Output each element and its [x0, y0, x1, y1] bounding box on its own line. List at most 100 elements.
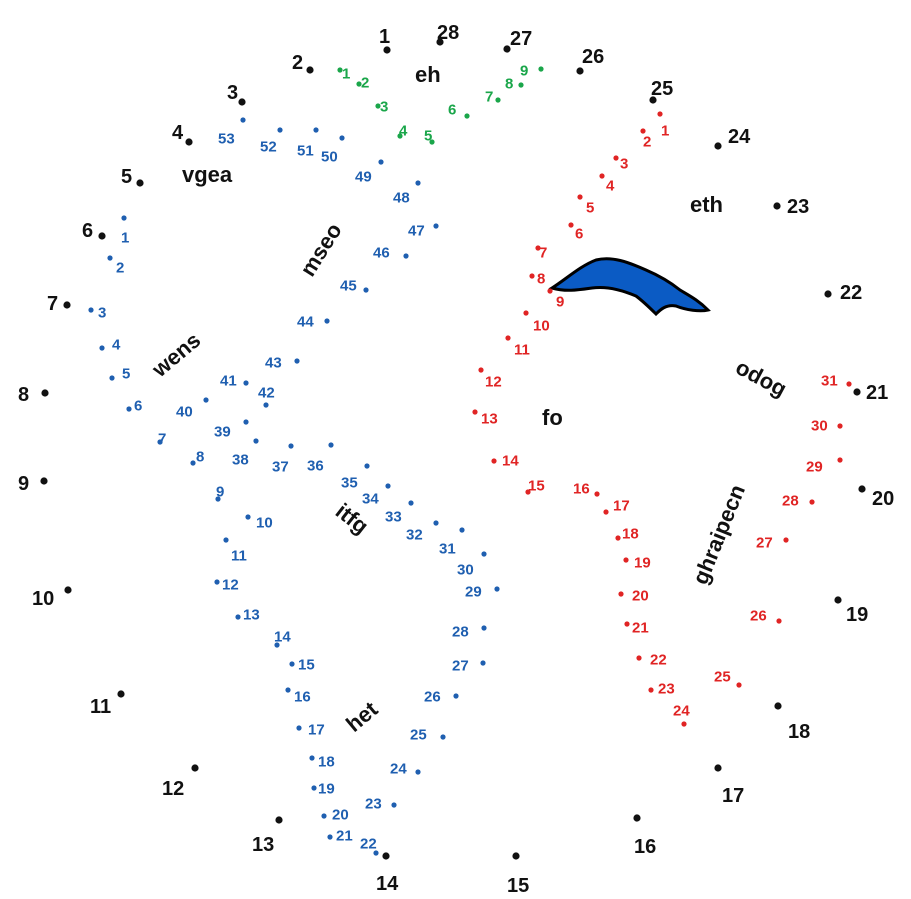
blue-dot-51[interactable] — [313, 127, 319, 133]
red-dot-4[interactable] — [599, 173, 605, 179]
blue-dot-6[interactable] — [126, 406, 132, 412]
black-dot-5[interactable] — [136, 179, 144, 187]
black-dot-28[interactable] — [436, 38, 444, 46]
green-dot-2[interactable] — [356, 81, 362, 87]
black-dot-10[interactable] — [64, 586, 72, 594]
blue-dot-39[interactable] — [243, 419, 249, 425]
blue-dot-14[interactable] — [274, 642, 280, 648]
black-dot-20[interactable] — [858, 485, 866, 493]
black-dot-11[interactable] — [117, 690, 125, 698]
red-dot-8[interactable] — [529, 273, 535, 279]
blue-dot-34[interactable] — [385, 483, 391, 489]
red-dot-2[interactable] — [640, 128, 646, 134]
black-dot-6[interactable] — [98, 232, 106, 240]
blue-dot-22[interactable] — [373, 850, 379, 856]
blue-dot-2[interactable] — [107, 255, 113, 261]
blue-dot-24[interactable] — [415, 769, 421, 775]
black-dot-13[interactable] — [275, 816, 283, 824]
black-dot-27[interactable] — [503, 45, 511, 53]
black-dot-2[interactable] — [306, 66, 314, 74]
red-dot-14[interactable] — [491, 458, 497, 464]
blue-dot-53[interactable] — [240, 117, 246, 123]
blue-dot-37[interactable] — [288, 443, 294, 449]
blue-dot-15[interactable] — [289, 661, 295, 667]
blue-dot-31[interactable] — [459, 527, 465, 533]
green-dot-3[interactable] — [375, 103, 381, 109]
black-dot-4[interactable] — [185, 138, 193, 146]
blue-dot-41[interactable] — [243, 380, 249, 386]
blue-dot-28[interactable] — [481, 625, 487, 631]
black-dot-21[interactable] — [853, 388, 861, 396]
red-dot-10[interactable] — [523, 310, 529, 316]
red-dot-24[interactable] — [681, 721, 687, 727]
black-dot-14[interactable] — [382, 852, 390, 860]
blue-dot-12[interactable] — [214, 579, 220, 585]
blue-dot-13[interactable] — [235, 614, 241, 620]
black-dot-19[interactable] — [834, 596, 842, 604]
green-dot-1[interactable] — [337, 67, 343, 73]
red-dot-29[interactable] — [837, 457, 843, 463]
blue-dot-25[interactable] — [440, 734, 446, 740]
black-dot-15[interactable] — [512, 852, 520, 860]
black-dot-18[interactable] — [774, 702, 782, 710]
black-dot-12[interactable] — [191, 764, 199, 772]
blue-dot-3[interactable] — [88, 307, 94, 313]
red-dot-27[interactable] — [783, 537, 789, 543]
red-dot-22[interactable] — [636, 655, 642, 661]
green-dot-6[interactable] — [464, 113, 470, 119]
red-dot-20[interactable] — [618, 591, 624, 597]
blue-dot-10[interactable] — [245, 514, 251, 520]
green-dot-5[interactable] — [429, 139, 435, 145]
black-dot-26[interactable] — [576, 67, 584, 75]
black-dot-25[interactable] — [649, 96, 657, 104]
blue-dot-46[interactable] — [403, 253, 409, 259]
green-dot-7[interactable] — [495, 97, 501, 103]
blue-dot-17[interactable] — [296, 725, 302, 731]
red-dot-15[interactable] — [525, 489, 531, 495]
blue-dot-48[interactable] — [415, 180, 421, 186]
blue-dot-16[interactable] — [285, 687, 291, 693]
blue-dot-35[interactable] — [364, 463, 370, 469]
red-dot-31[interactable] — [846, 381, 852, 387]
blue-dot-27[interactable] — [480, 660, 486, 666]
black-dot-8[interactable] — [41, 389, 49, 397]
red-dot-28[interactable] — [809, 499, 815, 505]
blue-dot-43[interactable] — [294, 358, 300, 364]
red-dot-12[interactable] — [478, 367, 484, 373]
black-dot-22[interactable] — [824, 290, 832, 298]
blue-dot-26[interactable] — [453, 693, 459, 699]
green-dot-8[interactable] — [518, 82, 524, 88]
blue-dot-45[interactable] — [363, 287, 369, 293]
red-dot-21[interactable] — [624, 621, 630, 627]
red-dot-17[interactable] — [603, 509, 609, 515]
black-dot-17[interactable] — [714, 764, 722, 772]
blue-dot-50[interactable] — [339, 135, 345, 141]
blue-dot-36[interactable] — [328, 442, 334, 448]
red-dot-26[interactable] — [776, 618, 782, 624]
blue-dot-38[interactable] — [253, 438, 259, 444]
blue-dot-52[interactable] — [277, 127, 283, 133]
red-dot-13[interactable] — [472, 409, 478, 415]
red-dot-30[interactable] — [837, 423, 843, 429]
black-dot-9[interactable] — [40, 477, 48, 485]
blue-dot-20[interactable] — [321, 813, 327, 819]
red-dot-18[interactable] — [615, 535, 621, 541]
red-dot-25[interactable] — [736, 682, 742, 688]
black-dot-24[interactable] — [714, 142, 722, 150]
black-dot-23[interactable] — [773, 202, 781, 210]
blue-dot-11[interactable] — [223, 537, 229, 543]
blue-dot-32[interactable] — [433, 520, 439, 526]
green-dot-9[interactable] — [538, 66, 544, 72]
blue-dot-21[interactable] — [327, 834, 333, 840]
blue-dot-29[interactable] — [494, 586, 500, 592]
red-dot-23[interactable] — [648, 687, 654, 693]
blue-dot-23[interactable] — [391, 802, 397, 808]
red-dot-3[interactable] — [613, 155, 619, 161]
black-dot-7[interactable] — [63, 301, 71, 309]
red-dot-9[interactable] — [547, 288, 553, 294]
blue-dot-19[interactable] — [311, 785, 317, 791]
blue-dot-42[interactable] — [263, 402, 269, 408]
red-dot-19[interactable] — [623, 557, 629, 563]
red-dot-5[interactable] — [577, 194, 583, 200]
red-dot-11[interactable] — [505, 335, 511, 341]
